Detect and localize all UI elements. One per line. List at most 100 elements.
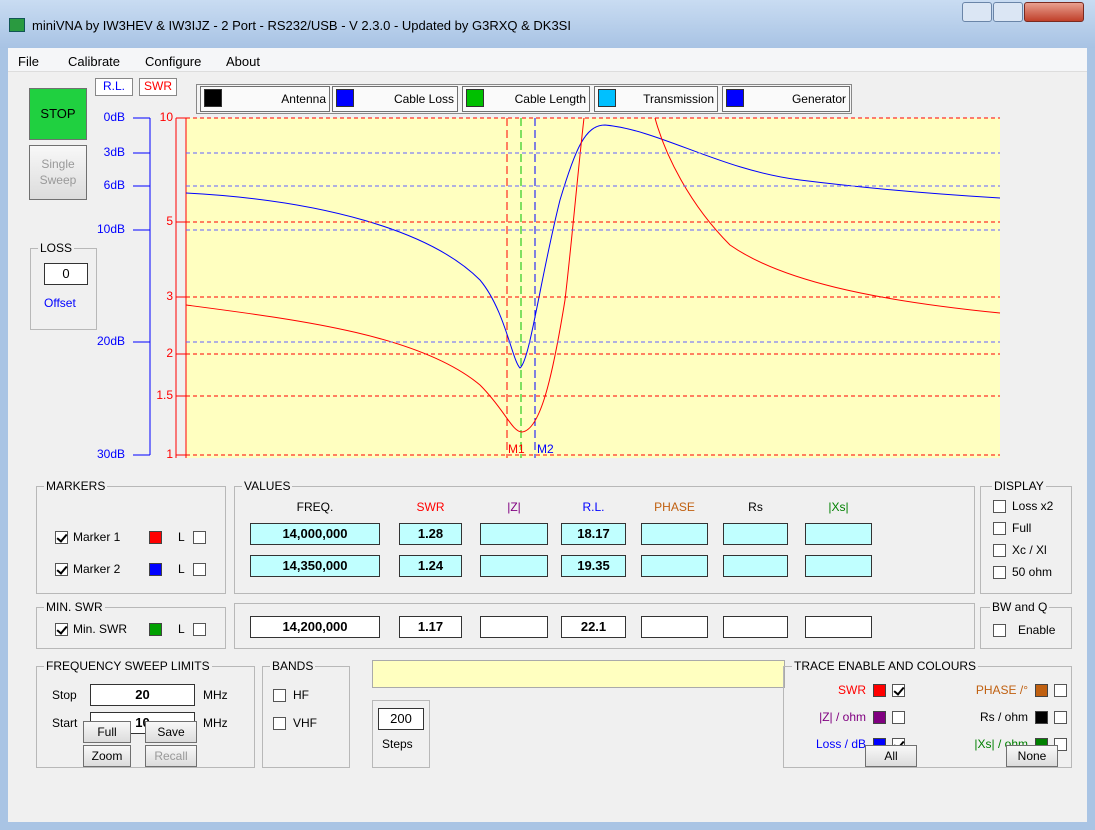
color-swatch xyxy=(1035,711,1048,724)
band-label: HF xyxy=(293,688,309,702)
column-header: |Xs| xyxy=(828,500,849,514)
min-swr-row xyxy=(234,603,975,649)
value-cell xyxy=(480,555,548,577)
value-cell: 18.17 xyxy=(561,523,626,545)
maximize-button[interactable] xyxy=(993,2,1023,22)
checkbox[interactable] xyxy=(892,711,905,724)
value-cell: 14,200,000 xyxy=(250,616,380,638)
rl-tick-label: 3dB xyxy=(104,145,125,159)
value-cell: 14,350,000 xyxy=(250,555,380,577)
swr-trace xyxy=(185,117,585,433)
stop-label: Stop xyxy=(52,688,77,702)
rl-label: R.L. xyxy=(95,78,133,96)
tab-label: Cable Loss xyxy=(393,92,454,106)
markers-title: MARKERS xyxy=(44,479,108,493)
checkbox[interactable] xyxy=(993,544,1006,557)
color-swatch xyxy=(873,711,886,724)
option-label: Xc / Xl xyxy=(1012,543,1047,557)
checkbox[interactable] xyxy=(193,531,206,544)
bands-title: BANDS xyxy=(270,659,316,673)
checkbox[interactable] xyxy=(1054,711,1067,724)
value-cell: 19.35 xyxy=(561,555,626,577)
trace-label: PHASE /° xyxy=(975,683,1028,697)
column-header: |Z| xyxy=(507,500,521,514)
values-group xyxy=(234,486,975,594)
marker-label: M2 xyxy=(537,442,554,456)
checkbox[interactable] xyxy=(55,531,68,544)
color-swatch xyxy=(149,563,162,576)
tab-icon xyxy=(204,89,222,107)
checkbox[interactable] xyxy=(193,563,206,576)
value-cell xyxy=(480,616,548,638)
close-button[interactable] xyxy=(1024,2,1084,22)
loss-title: LOSS xyxy=(38,241,75,255)
sweep-button[interactable]: Zoom xyxy=(83,745,131,767)
sweep-button[interactable]: Save xyxy=(145,721,197,743)
column-header: SWR xyxy=(416,500,445,514)
values-title: VALUES xyxy=(242,479,293,493)
value-cell xyxy=(805,523,872,545)
checkbox[interactable] xyxy=(993,624,1006,637)
offset-label: Offset xyxy=(44,296,76,310)
trace-label: SWR xyxy=(838,683,866,697)
none-button[interactable]: None xyxy=(1006,745,1058,767)
value-cell xyxy=(805,616,872,638)
markers-group xyxy=(36,486,226,594)
checkbox[interactable] xyxy=(193,623,206,636)
tab-icon xyxy=(598,89,616,107)
single-sweep-button[interactable]: Single Sweep xyxy=(29,145,87,200)
steps-label: Steps xyxy=(382,737,413,751)
value-cell: 14,000,000 xyxy=(250,523,380,545)
checkbox[interactable] xyxy=(993,500,1006,513)
column-header: FREQ. xyxy=(296,500,334,514)
value-cell xyxy=(723,523,788,545)
sweep-button[interactable]: Recall xyxy=(145,745,197,767)
minimize-button[interactable] xyxy=(962,2,992,22)
bwq-title: BW and Q xyxy=(990,600,1050,614)
checkbox[interactable] xyxy=(273,717,286,730)
marker-label: Marker 2 xyxy=(73,562,121,576)
loss-input[interactable]: 0 xyxy=(44,263,88,285)
rl-tick-label: 30dB xyxy=(97,447,125,461)
min-swr-label: Min. SWR xyxy=(73,622,127,636)
swr-tick-label: 2 xyxy=(166,346,173,360)
checkbox[interactable] xyxy=(55,563,68,576)
checkbox[interactable] xyxy=(1054,684,1067,697)
value-cell xyxy=(723,616,788,638)
display-title: DISPLAY xyxy=(992,479,1046,493)
all-button[interactable]: All xyxy=(865,745,917,767)
menu-item[interactable]: Configure xyxy=(145,54,202,69)
value-cell: 1.28 xyxy=(399,523,462,545)
loss-group xyxy=(30,248,97,330)
menu-item[interactable]: File xyxy=(18,54,39,69)
tab-icon xyxy=(726,89,744,107)
swr-tick-label: 3 xyxy=(166,289,173,303)
steps-input[interactable]: 200 xyxy=(378,708,424,730)
checkbox[interactable] xyxy=(993,522,1006,535)
loss-trace xyxy=(185,124,1001,369)
value-cell xyxy=(641,523,708,545)
value-cell: 22.1 xyxy=(561,616,626,638)
rl-tick-label: 10dB xyxy=(97,222,125,236)
checkbox[interactable] xyxy=(273,689,286,702)
stop-button[interactable]: STOP xyxy=(29,88,87,140)
l-label: L xyxy=(178,622,185,636)
swr-tick-label: 1.5 xyxy=(156,388,173,402)
value-cell xyxy=(641,616,708,638)
menu-item[interactable]: Calibrate xyxy=(68,54,121,69)
menu-item[interactable]: About xyxy=(226,54,260,69)
rl-tick-label: 0dB xyxy=(104,110,125,124)
color-swatch xyxy=(1035,684,1048,697)
checkbox[interactable] xyxy=(55,623,68,636)
value-cell: 1.24 xyxy=(399,555,462,577)
option-label: Full xyxy=(1012,521,1032,535)
sweep-button[interactable]: Full xyxy=(83,721,131,743)
column-header: R.L. xyxy=(582,500,605,514)
checkbox[interactable] xyxy=(993,566,1006,579)
title-bar xyxy=(0,0,1095,48)
checkbox[interactable] xyxy=(892,684,905,697)
value-cell xyxy=(805,555,872,577)
stop-input[interactable]: 20 xyxy=(90,684,195,706)
trace-label: Loss / dB xyxy=(815,737,866,751)
